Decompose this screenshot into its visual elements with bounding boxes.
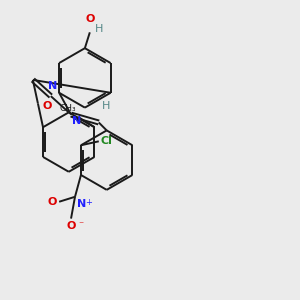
Text: H: H [95, 24, 103, 34]
Text: O: O [85, 14, 94, 24]
Text: O: O [66, 220, 76, 231]
Text: H: H [102, 100, 110, 111]
Text: O: O [48, 197, 57, 207]
Text: Cl: Cl [101, 136, 112, 146]
Text: O: O [43, 100, 52, 110]
Text: ⁻: ⁻ [78, 220, 83, 231]
Text: CH₃: CH₃ [59, 104, 76, 113]
Text: N: N [72, 116, 81, 126]
Text: N: N [77, 199, 86, 209]
Text: +: + [85, 198, 92, 207]
Text: N: N [48, 81, 57, 91]
